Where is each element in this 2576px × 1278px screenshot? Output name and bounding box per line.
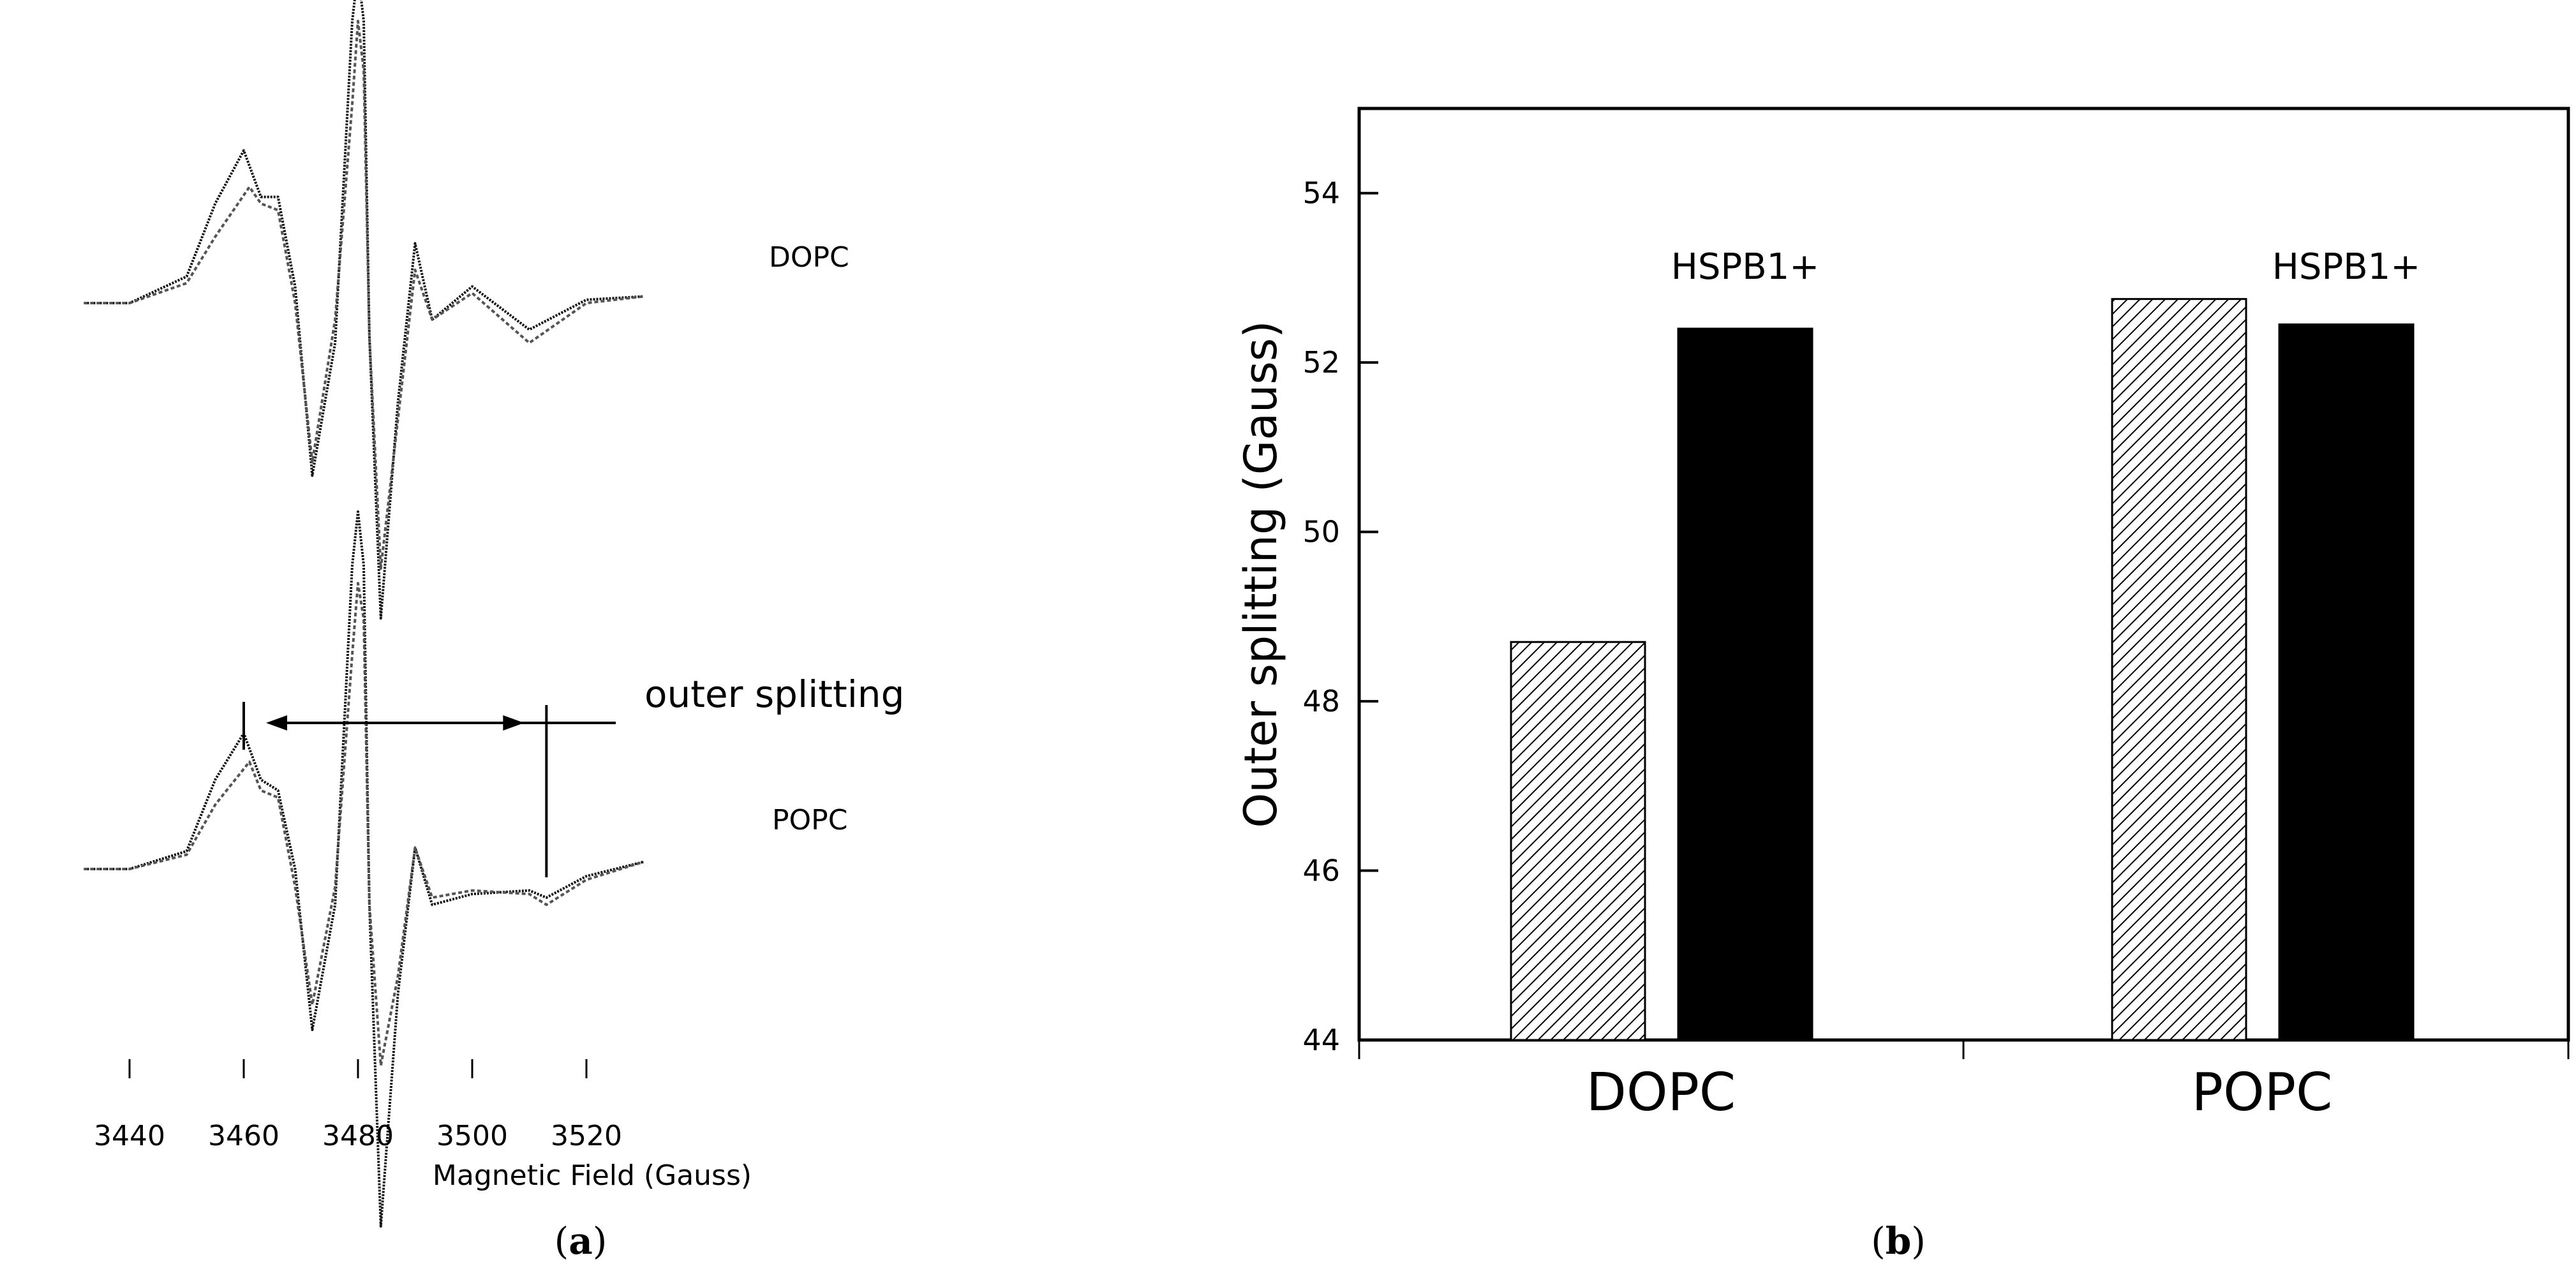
arrowhead-right [503,715,525,731]
y-axis: 44 46 48 50 52 54 [1302,176,1378,1057]
x-tick-label: 3500 [436,1120,508,1152]
spectrum-annotations: DOPC POPC outer splitting [242,241,904,877]
outer-splitting-label: outer splitting [644,672,904,716]
outer-splitting-bar-chart: 44 46 48 50 52 54 HSPB1+ HSPB1+ DOPC POPC Outer… [1235,107,2570,1123]
panel-a-caption: (a) [555,1219,607,1263]
y-tick-label: 52 [1302,345,1340,380]
bar-control [2111,298,2247,1041]
bar-annotation-hspb1: HSPB1+ [1671,246,1819,288]
bar-hspb1 [1677,327,1813,1041]
spectrum-label-dopc: DOPC [769,241,849,274]
spectrum-label-popc: POPC [772,804,847,836]
category-axis: DOPC POPC [1358,1040,2570,1123]
bar-annotation-hspb1: HSPB1+ [2272,246,2420,288]
y-tick-label: 48 [1302,684,1340,718]
panel-a-letter: a [569,1219,593,1263]
y-axis-title: Outer splitting (Gauss) [1235,320,1287,828]
bars: HSPB1+ HSPB1+ [1510,246,2420,1041]
outer-splitting-markers [242,702,616,877]
y-tick-label: 46 [1302,854,1340,888]
y-tick-label: 54 [1302,176,1340,211]
spectrum-traces [84,0,644,1228]
x-tick-label: 3520 [551,1120,622,1152]
field-axis: 3440 3460 3480 3500 3520 [94,1059,622,1152]
bar-hspb1 [2278,323,2415,1041]
y-tick-label: 50 [1302,515,1340,549]
epr-spectra-plot: DOPC POPC outer splitting 3440 3460 3480 35… [84,0,904,1228]
spectrum-trace [84,510,644,1228]
bar-control [1510,641,1646,1041]
spectrum-trace [84,0,644,620]
y-tick-label: 44 [1302,1023,1340,1057]
category-label: DOPC [1586,1062,1736,1123]
arrowhead-left [266,715,287,731]
spectrum-trace [84,20,644,570]
x-tick-label: 3460 [208,1120,279,1152]
panel-b-letter: b [1886,1219,1912,1263]
panel-b-caption: (b) [1871,1219,1926,1263]
spectrum-trace [84,582,644,1067]
x-tick-label: 3440 [94,1120,165,1152]
x-axis-title: Magnetic Field (Gauss) [433,1159,752,1192]
x-tick-label: 3480 [322,1120,394,1152]
category-label: POPC [2192,1062,2333,1123]
